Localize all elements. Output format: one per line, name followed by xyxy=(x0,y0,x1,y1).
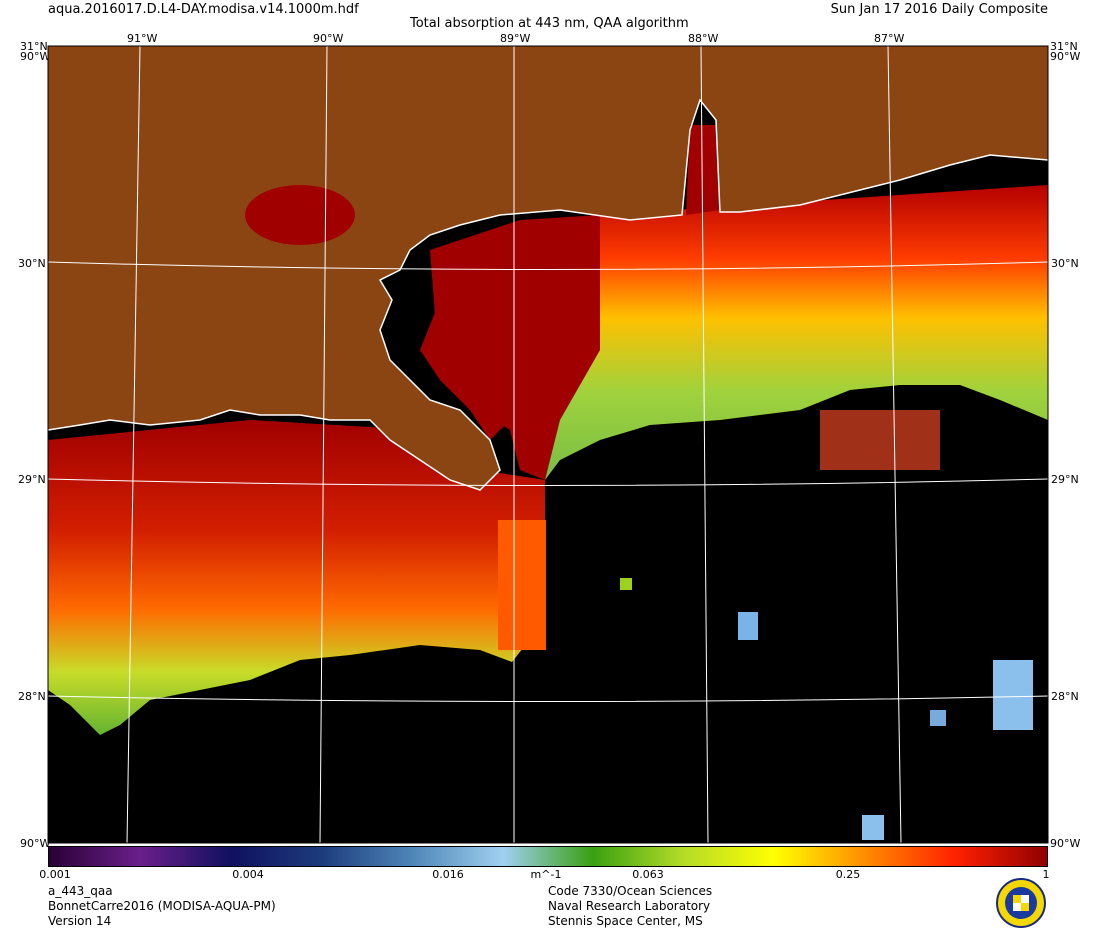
eastern-shelf xyxy=(545,185,1048,480)
lon-label-91w: 91°W xyxy=(127,32,158,45)
map-frame xyxy=(47,45,1049,844)
version-label: Version 14 xyxy=(48,914,112,928)
coastline xyxy=(48,98,1048,491)
land xyxy=(48,46,1048,490)
lon-label-88w: 88°W xyxy=(688,32,719,45)
meridian-91w xyxy=(126,46,141,843)
corner-bottom-right-lon: 90°W xyxy=(1050,837,1081,850)
lon-label-89w: 89°W xyxy=(500,32,531,45)
lon-label-87w: 87°W xyxy=(874,32,905,45)
patch-green-1 xyxy=(620,578,632,590)
colorbar-tick-0001: 0.001 xyxy=(39,868,71,881)
colorbar-tick-0063: 0.063 xyxy=(632,868,664,881)
patch-blue-2 xyxy=(993,660,1033,730)
corner-bottom-left-lon: 90°W xyxy=(20,837,51,850)
lat-label-29n-left: 29°N xyxy=(18,473,46,486)
lat-label-28n-left: 28°N xyxy=(18,690,46,703)
filename-label: aqua.2016017.D.L4-DAY.modisa.v14.1000m.h… xyxy=(48,2,359,17)
org-line-2: Naval Research Laboratory xyxy=(548,899,711,913)
meridian-87w xyxy=(887,46,902,843)
lat-label-28n-right: 28°N xyxy=(1051,690,1079,703)
nrl-seal-logo xyxy=(996,878,1046,928)
seal-quarter-1 xyxy=(1013,895,1021,903)
corner-top-right-lat: 31°N xyxy=(1050,40,1078,53)
mobile-bay xyxy=(686,125,720,215)
corner-top-left-lon: 90°W xyxy=(20,50,51,63)
meridian-88w xyxy=(700,46,709,843)
colorbar xyxy=(48,846,1048,867)
lon-label-90w: 90°W xyxy=(313,32,344,45)
patch-blue-1 xyxy=(738,612,758,640)
shelf-edge-patch xyxy=(820,410,940,470)
lat-label-30n-right: 30°N xyxy=(1051,257,1079,270)
graticule xyxy=(48,46,1048,843)
western-plume xyxy=(48,420,545,735)
colorbar-tick-0004: 0.004 xyxy=(232,868,264,881)
org-line-3: Stennis Space Center, MS xyxy=(548,914,703,928)
offshore-patches xyxy=(498,410,1033,840)
patch-blue-4 xyxy=(930,710,946,726)
parallel-29n xyxy=(48,478,1048,486)
lat-label-30n-left: 30°N xyxy=(18,257,46,270)
parallel-30n xyxy=(48,261,1048,270)
map-title: Total absorption at 443 nm, QAA algorith… xyxy=(410,16,689,31)
colorbar-tick-0016: 0.016 xyxy=(432,868,464,881)
dataset-name: BonnetCarre2016 (MODISA-AQUA-PM) xyxy=(48,899,276,913)
colorbar-tick-1: 1 xyxy=(1042,868,1050,881)
corner-top-right-lon: 90°W xyxy=(1050,50,1081,63)
seal-quarter-2 xyxy=(1021,903,1029,911)
lake-pontchartrain xyxy=(245,185,355,245)
lat-label-29n-right: 29°N xyxy=(1051,473,1079,486)
parallel-28n xyxy=(48,695,1048,702)
mississippi-delta xyxy=(420,290,540,440)
swath-edge-patch xyxy=(498,520,546,650)
date-label: Sun Jan 17 2016 Daily Composite xyxy=(830,2,1048,17)
variable-name: a_443_qaa xyxy=(48,884,113,898)
meridian-90w xyxy=(319,46,328,843)
colorbar-tick-025: 0.25 xyxy=(835,868,861,881)
org-line-1: Code 7330/Ocean Sciences xyxy=(548,884,713,898)
patch-blue-3 xyxy=(862,815,884,840)
colorbar-unit: m^-1 xyxy=(530,868,562,881)
corner-top-left-lat: 31°N xyxy=(20,40,48,53)
